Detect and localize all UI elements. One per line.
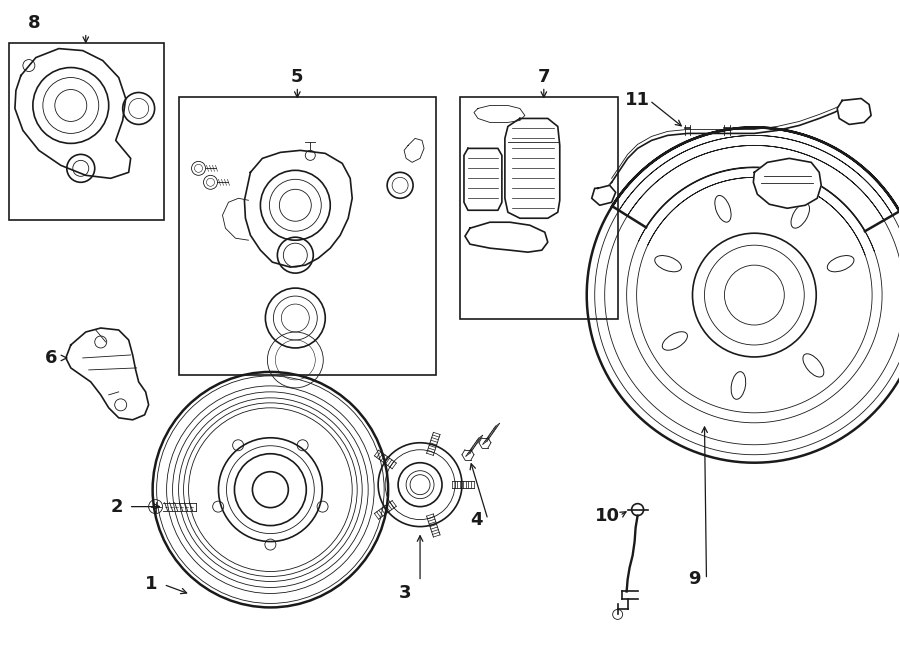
Polygon shape — [15, 48, 130, 178]
Polygon shape — [837, 99, 871, 124]
Text: 8: 8 — [28, 14, 40, 32]
Text: 7: 7 — [537, 68, 550, 85]
Text: 3: 3 — [399, 585, 411, 602]
Polygon shape — [505, 118, 560, 218]
Text: 10: 10 — [595, 506, 620, 524]
Text: 5: 5 — [291, 68, 303, 85]
Polygon shape — [404, 138, 424, 162]
Bar — [178, 97, 436, 375]
Text: 1: 1 — [146, 575, 158, 593]
Polygon shape — [753, 158, 821, 209]
Polygon shape — [591, 185, 616, 205]
Polygon shape — [245, 150, 352, 267]
Text: 11: 11 — [626, 91, 650, 109]
Text: 9: 9 — [688, 571, 701, 589]
Bar — [9, 42, 164, 220]
Bar — [460, 97, 617, 319]
Polygon shape — [464, 148, 502, 211]
Polygon shape — [465, 222, 548, 252]
Text: 2: 2 — [111, 498, 123, 516]
Text: 4: 4 — [470, 510, 482, 528]
Polygon shape — [66, 328, 148, 420]
Polygon shape — [474, 105, 525, 122]
Text: 6: 6 — [45, 349, 57, 367]
